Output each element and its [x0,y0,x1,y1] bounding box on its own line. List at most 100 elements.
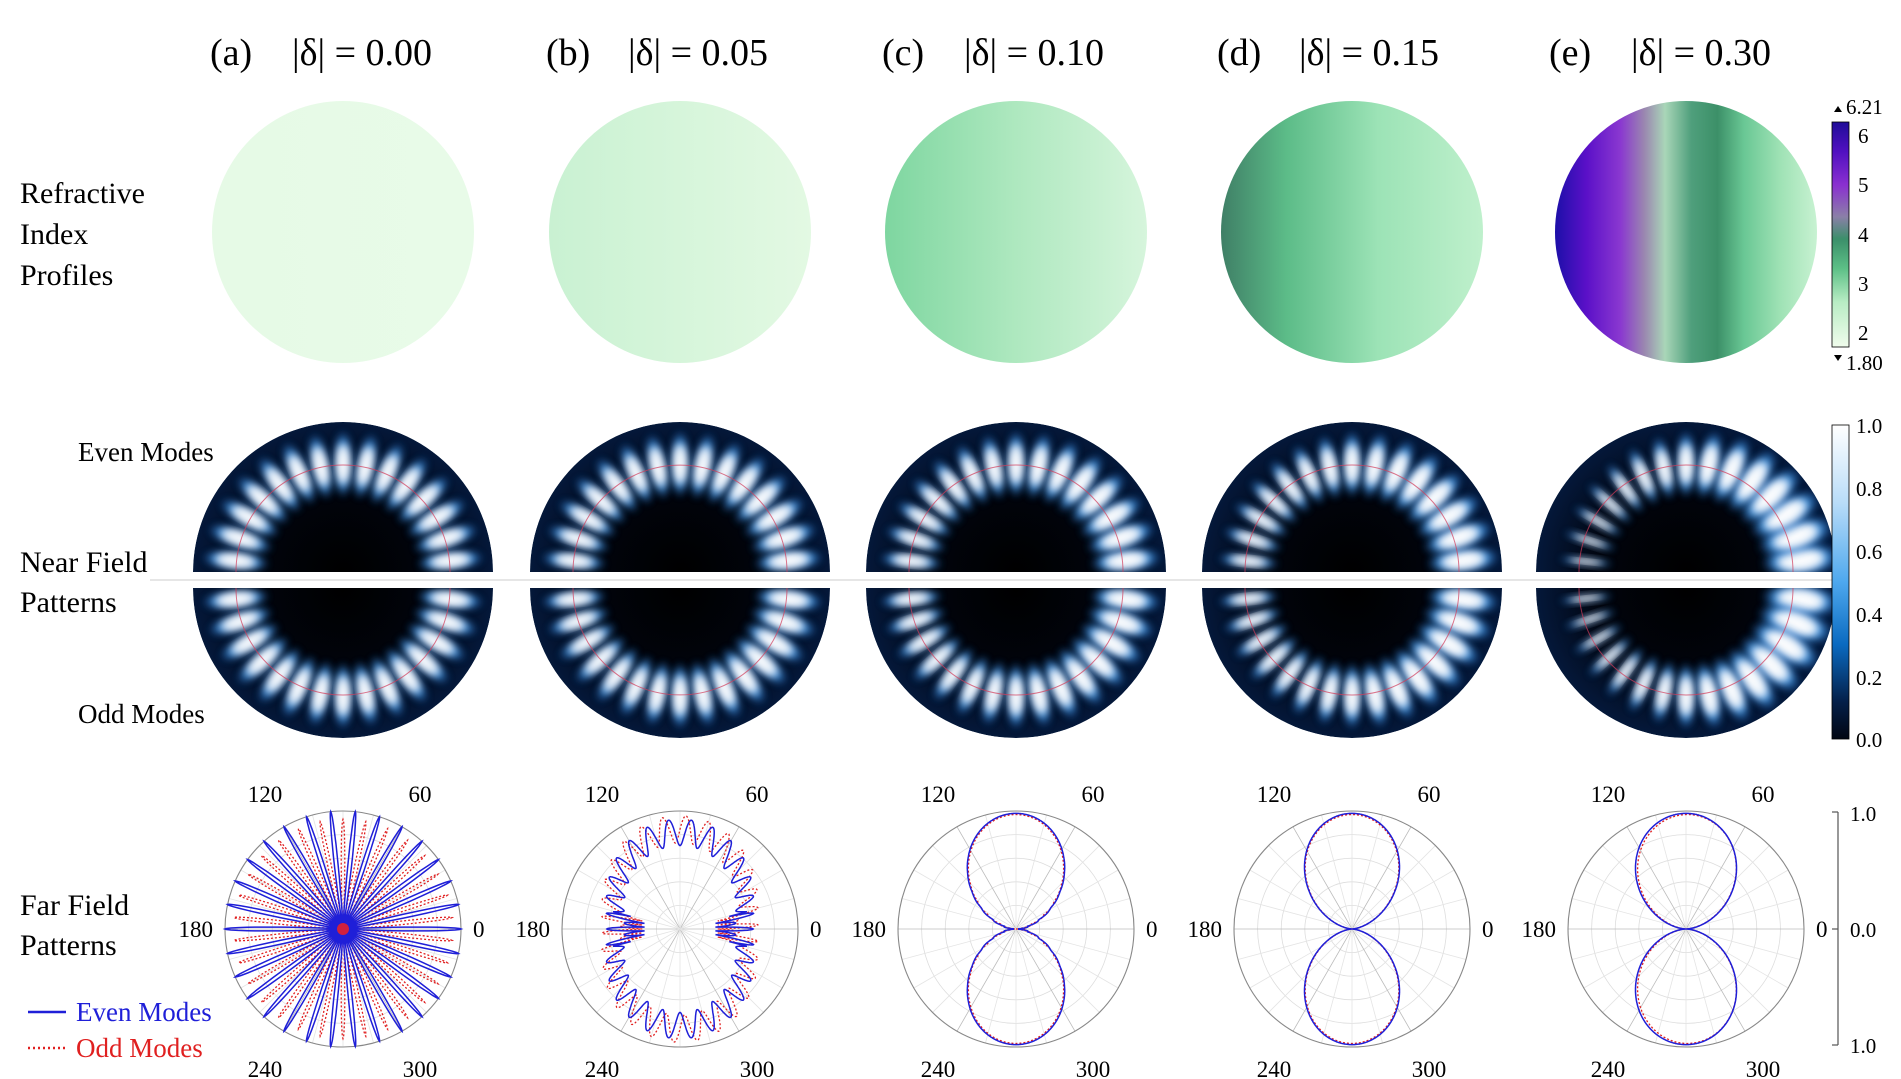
polar-angle-label: 240 [921,1057,956,1079]
polar-angle-label: 300 [1412,1057,1447,1079]
colorbar-near-tick: 0.8 [1856,477,1882,501]
colorbar-near-tick: 0.2 [1856,666,1882,690]
far-axis-tick: 0.0 [1850,918,1876,942]
refractive-disc-d [1221,101,1483,363]
polar-angle-label: 180 [516,917,551,942]
row-label-near-2: Patterns [20,586,117,619]
colorbar-refractive-min: 1.80 [1846,351,1883,375]
far-even-curve [605,819,755,1039]
near-field-bottom-half [866,588,1166,738]
row-label-refractive-2: Index [20,218,88,251]
polar-frame [561,810,799,1048]
row-label-near-1: Near Field [20,546,147,579]
far-even-curve [1303,812,1401,1046]
near-field-top-half [1536,422,1836,572]
near-field-top-half [866,422,1166,572]
refractive-disc-a [212,101,474,363]
legend: Even Modes Odd Modes [28,997,212,1063]
legend-even-label: Even Modes [76,997,212,1027]
polar-angle-label: 0 [1146,917,1158,942]
polar-angle-label: 240 [1591,1057,1626,1079]
far-field-c: 120 60 180 0 240 300 [852,782,1158,1079]
near-field-c [866,422,1166,738]
far-axis-tick: 1.0 [1850,802,1876,826]
panel-letter-e: (e) [1549,32,1591,74]
polar-angle-label: 60 [1082,782,1105,807]
row-labels: Refractive Index Profiles Near Field Pat… [20,177,147,962]
colorbar-refractive-tick: 6 [1858,124,1869,148]
refractive-disc-b [549,101,811,363]
colorbar-refractive: 6.21 1.80 6 5 4 3 2 [1831,95,1883,375]
panel-delta-e: |δ| = 0.30 [1631,32,1771,74]
polar-angle-label: 180 [179,917,214,942]
far-field-b: 120 60 180 0 240 300 [516,782,822,1079]
odd-modes-label: Odd Modes [78,699,205,729]
far-field-d: 120 60 180 0 240 300 [1188,782,1494,1079]
polar-angle-label: 120 [1591,782,1626,807]
colorbar-far: 1.0 0.0 1.0 [1832,802,1876,1058]
panel-delta-b: |δ| = 0.05 [628,32,768,74]
row-label-refractive-3: Profiles [20,259,113,292]
colorbar-refractive-tick: 5 [1858,173,1869,197]
refractive-disc-c [885,101,1147,363]
panel-delta-c: |δ| = 0.10 [964,32,1104,74]
polar-angle-label: 60 [409,782,432,807]
panel-letter-b: (b) [546,32,590,74]
polar-angle-label: 120 [585,782,620,807]
colorbar-near-tick: 0.4 [1856,603,1883,627]
panel-letter-a: (a) [210,32,252,74]
near-field-d [1202,422,1502,738]
polar-angle-label: 60 [746,782,769,807]
polar-angle-label: 240 [248,1057,283,1079]
polar-angle-label: 0 [1482,917,1494,942]
far-field-row: 120 60 180 0 240 300 120 60 180 0 240 300 120 60 180 0 2… [179,782,1828,1079]
polar-angle-label: 120 [248,782,283,807]
polar-angle-label: 240 [585,1057,620,1079]
polar-angle-label: 180 [1522,917,1557,942]
colorbar-refractive-tick: 4 [1858,223,1869,247]
polar-center-dot [337,923,349,935]
near-field-top-half [193,422,493,572]
near-field-bottom-half [530,588,830,738]
colorbar-refractive-max: 6.21 [1846,95,1883,119]
far-field-a: 120 60 180 0 240 300 [179,782,485,1079]
far-odd-curve [601,815,759,1043]
panel-letter-d: (d) [1217,32,1261,74]
colorbar-refractive-tick: 2 [1858,321,1869,345]
row-label-far-1: Far Field [20,889,129,922]
panel-delta-d: |δ| = 0.15 [1299,32,1439,74]
colorbar-refractive-bar [1831,121,1850,348]
colorbar-near-bar [1831,424,1850,740]
polar-frame [1233,810,1471,1048]
polar-angle-label: 240 [1257,1057,1292,1079]
refractive-index-row [212,101,1817,363]
polar-frame [1567,810,1805,1048]
colorbar-refractive-max-arrow [1834,106,1842,112]
far-odd-curve [967,813,1065,1045]
even-modes-label: Even Modes [78,437,214,467]
colorbar-near-tick: 0.6 [1856,540,1882,564]
near-field-top-half [530,422,830,572]
row-label-far-2: Patterns [20,929,117,962]
far-even-curve [222,809,464,1049]
near-field-bottom-half [1202,588,1502,738]
colorbar-refractive-min-arrow [1834,355,1842,361]
far-even-curve [1634,812,1738,1046]
polar-angle-label: 120 [921,782,956,807]
polar-angle-label: 60 [1752,782,1775,807]
colorbar-near: 1.0 0.8 0.6 0.4 0.2 0.0 [1831,414,1883,752]
near-field-bottom-half [193,588,493,738]
near-field-e [1536,422,1836,738]
polar-frame [897,810,1135,1048]
polar-angle-label: 180 [852,917,887,942]
panel-delta-a: |δ| = 0.00 [292,32,432,74]
column-titles: (a) |δ| = 0.00 (b) |δ| = 0.05 (c) |δ| = … [210,32,1771,74]
row-label-refractive-1: Refractive [20,177,145,210]
near-field-row [150,422,1840,738]
colorbar-near-tick: 0.0 [1856,728,1882,752]
far-even-curve [966,812,1066,1046]
far-axis-tick: 1.0 [1850,1034,1876,1058]
near-field-b [530,422,830,738]
colorbar-refractive-tick: 3 [1858,272,1869,296]
